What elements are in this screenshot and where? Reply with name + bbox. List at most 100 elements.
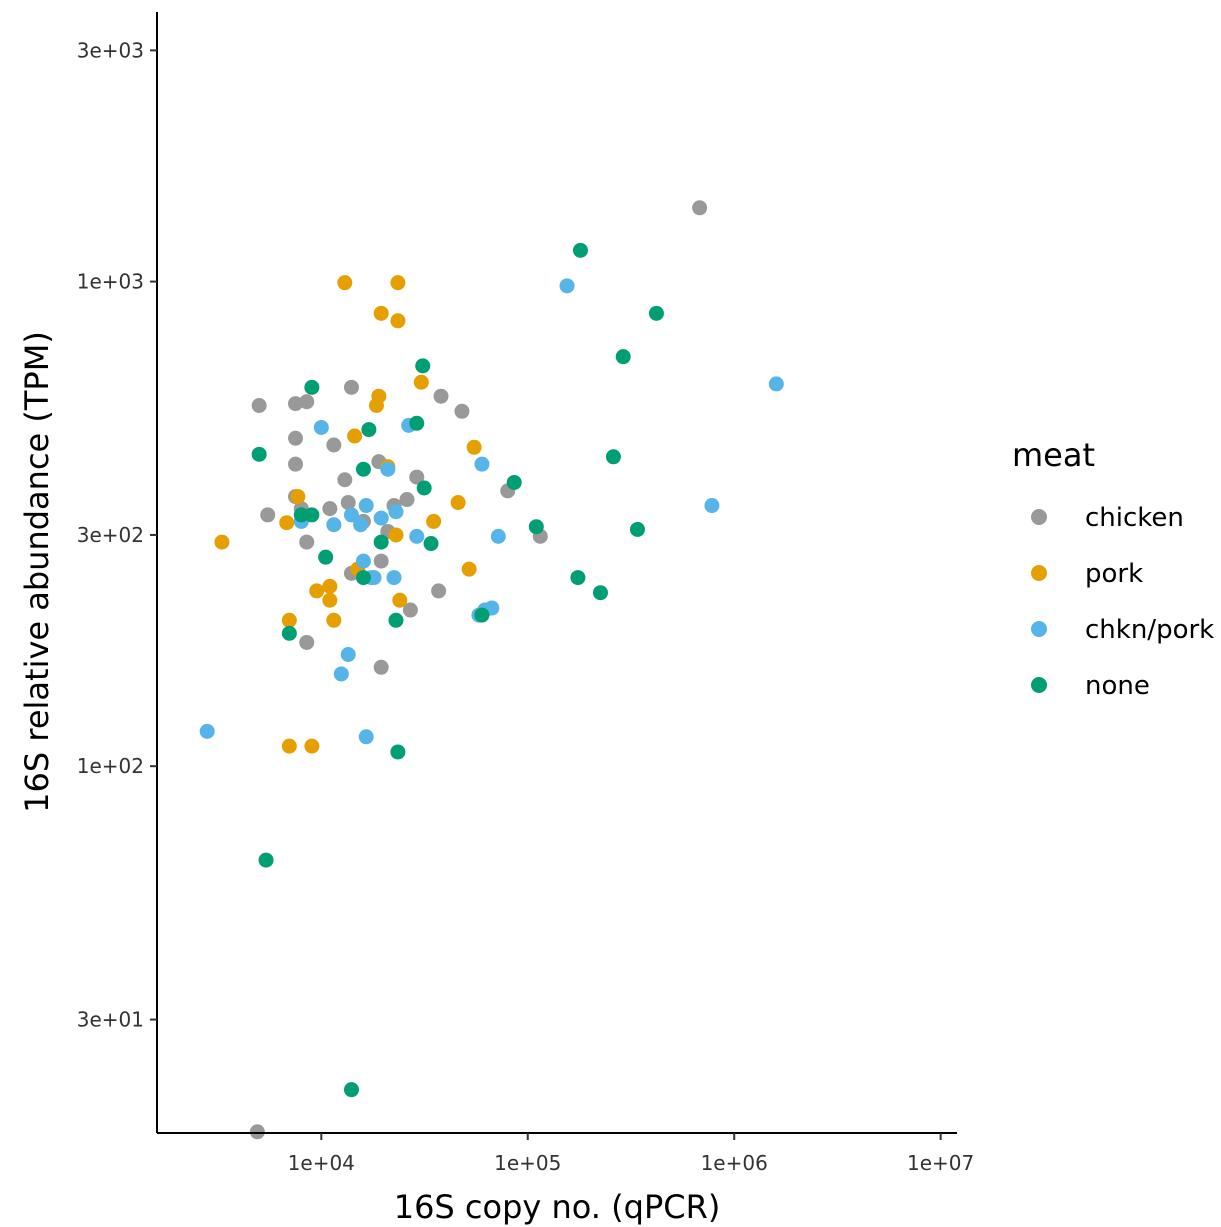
point-pork — [281, 612, 297, 628]
point-none — [409, 415, 425, 431]
point-none — [592, 585, 608, 601]
point-chkn-pork — [326, 517, 342, 533]
point-none — [388, 612, 404, 628]
point-pork — [279, 515, 295, 531]
point-pork — [214, 534, 230, 550]
point-none — [343, 1082, 359, 1098]
x-tick-label: 1e+06 — [701, 1151, 768, 1175]
point-chicken — [288, 456, 304, 472]
point-chicken — [373, 553, 389, 569]
point-none — [629, 521, 645, 537]
point-chicken — [288, 396, 304, 412]
legend: meat chicken pork chkn/pork none — [1012, 436, 1214, 701]
point-chicken — [692, 200, 708, 216]
legend-key-pork — [1031, 565, 1047, 581]
point-chicken — [431, 583, 447, 599]
point-chicken — [409, 469, 425, 485]
point-chicken — [399, 492, 415, 508]
point-none — [304, 379, 320, 395]
point-pork — [390, 313, 406, 329]
point-chicken — [299, 634, 315, 650]
point-none — [251, 446, 267, 462]
point-none — [474, 607, 490, 623]
point-chicken — [340, 495, 356, 511]
point-chkn-pork — [313, 419, 329, 435]
point-chkn-pork — [388, 504, 404, 520]
point-none — [605, 449, 621, 465]
x-tick-label: 1e+05 — [494, 1151, 561, 1175]
point-none — [390, 744, 406, 760]
point-chkn-pork — [768, 376, 784, 392]
point-chkn-pork — [199, 723, 215, 739]
point-none — [304, 507, 320, 523]
point-none — [293, 507, 309, 523]
legend-label-chkn-pork: chkn/pork — [1085, 615, 1214, 645]
point-chkn-pork — [358, 498, 374, 514]
point-pork — [373, 305, 389, 321]
legend-label-none: none — [1085, 671, 1150, 701]
point-chkn-pork — [340, 647, 356, 663]
point-none — [355, 461, 371, 477]
point-pork — [388, 527, 404, 543]
point-chkn-pork — [409, 528, 425, 544]
point-pork — [392, 592, 408, 608]
point-none — [423, 536, 439, 552]
point-chicken — [288, 430, 304, 446]
point-chicken — [373, 659, 389, 675]
legend-label-pork: pork — [1085, 559, 1143, 589]
point-chkn-pork — [704, 498, 720, 514]
point-pork — [450, 495, 466, 511]
x-tick-label: 1e+04 — [288, 1151, 355, 1175]
legend-key-chkn-pork — [1031, 621, 1047, 637]
point-none — [506, 474, 522, 490]
point-chkn-pork — [366, 570, 382, 586]
point-pork — [309, 583, 325, 599]
point-none — [318, 549, 334, 565]
point-pork — [322, 578, 338, 594]
point-chicken — [433, 388, 449, 404]
point-none — [355, 570, 371, 586]
point-pork — [368, 397, 384, 413]
point-chicken — [454, 403, 470, 419]
legend-key-chicken — [1031, 509, 1047, 525]
point-none — [361, 422, 377, 438]
point-chkn-pork — [353, 517, 369, 533]
point-none — [416, 480, 432, 496]
point-pork — [413, 374, 429, 390]
point-chicken — [249, 1124, 265, 1140]
point-none — [373, 534, 389, 550]
point-none — [615, 349, 631, 365]
point-none — [648, 305, 664, 321]
point-chkn-pork — [373, 510, 389, 526]
point-chicken — [251, 397, 267, 413]
data-points — [199, 200, 784, 1140]
point-pork — [466, 439, 482, 455]
point-chkn-pork — [559, 278, 575, 294]
point-chkn-pork — [343, 507, 359, 523]
point-none — [528, 519, 544, 535]
legend-key-none — [1031, 677, 1047, 693]
y-tick-label: 3e+02 — [77, 523, 144, 547]
y-tick-label: 3e+03 — [77, 38, 144, 62]
y-tick-label: 3e+01 — [77, 1008, 144, 1032]
point-chkn-pork — [490, 528, 506, 544]
point-pork — [304, 738, 320, 754]
point-pork — [461, 561, 477, 577]
point-none — [258, 852, 274, 868]
y-axis-title: 16S relative abundance (TPM) — [18, 331, 56, 813]
point-none — [570, 570, 586, 586]
point-chkn-pork — [386, 570, 402, 586]
axis-ticks: 1e+04 1e+05 1e+06 1e+07 3e+01 1e+02 3e+02 1e+03… — [77, 38, 975, 1175]
point-pork — [322, 592, 338, 608]
point-pork — [290, 489, 306, 505]
point-chicken — [299, 394, 315, 410]
point-chkn-pork — [474, 456, 490, 472]
legend-label-chicken: chicken — [1085, 503, 1184, 533]
point-chkn-pork — [355, 553, 371, 569]
x-tick-label: 1e+07 — [907, 1151, 974, 1175]
point-none — [415, 358, 431, 374]
y-tick-label: 1e+03 — [77, 270, 144, 294]
point-pork — [337, 275, 353, 291]
point-pork — [390, 275, 406, 291]
